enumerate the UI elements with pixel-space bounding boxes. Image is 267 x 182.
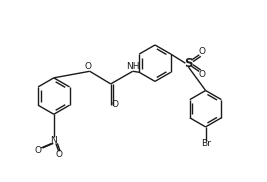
Text: NH: NH	[127, 62, 140, 71]
Text: O: O	[85, 62, 92, 71]
Text: N: N	[50, 136, 57, 145]
Text: O: O	[56, 150, 63, 159]
Text: O: O	[111, 100, 118, 109]
Text: Br: Br	[201, 139, 211, 148]
Text: S: S	[184, 57, 193, 70]
Text: O: O	[35, 147, 42, 155]
Text: O: O	[199, 47, 206, 56]
Text: O: O	[199, 70, 206, 79]
